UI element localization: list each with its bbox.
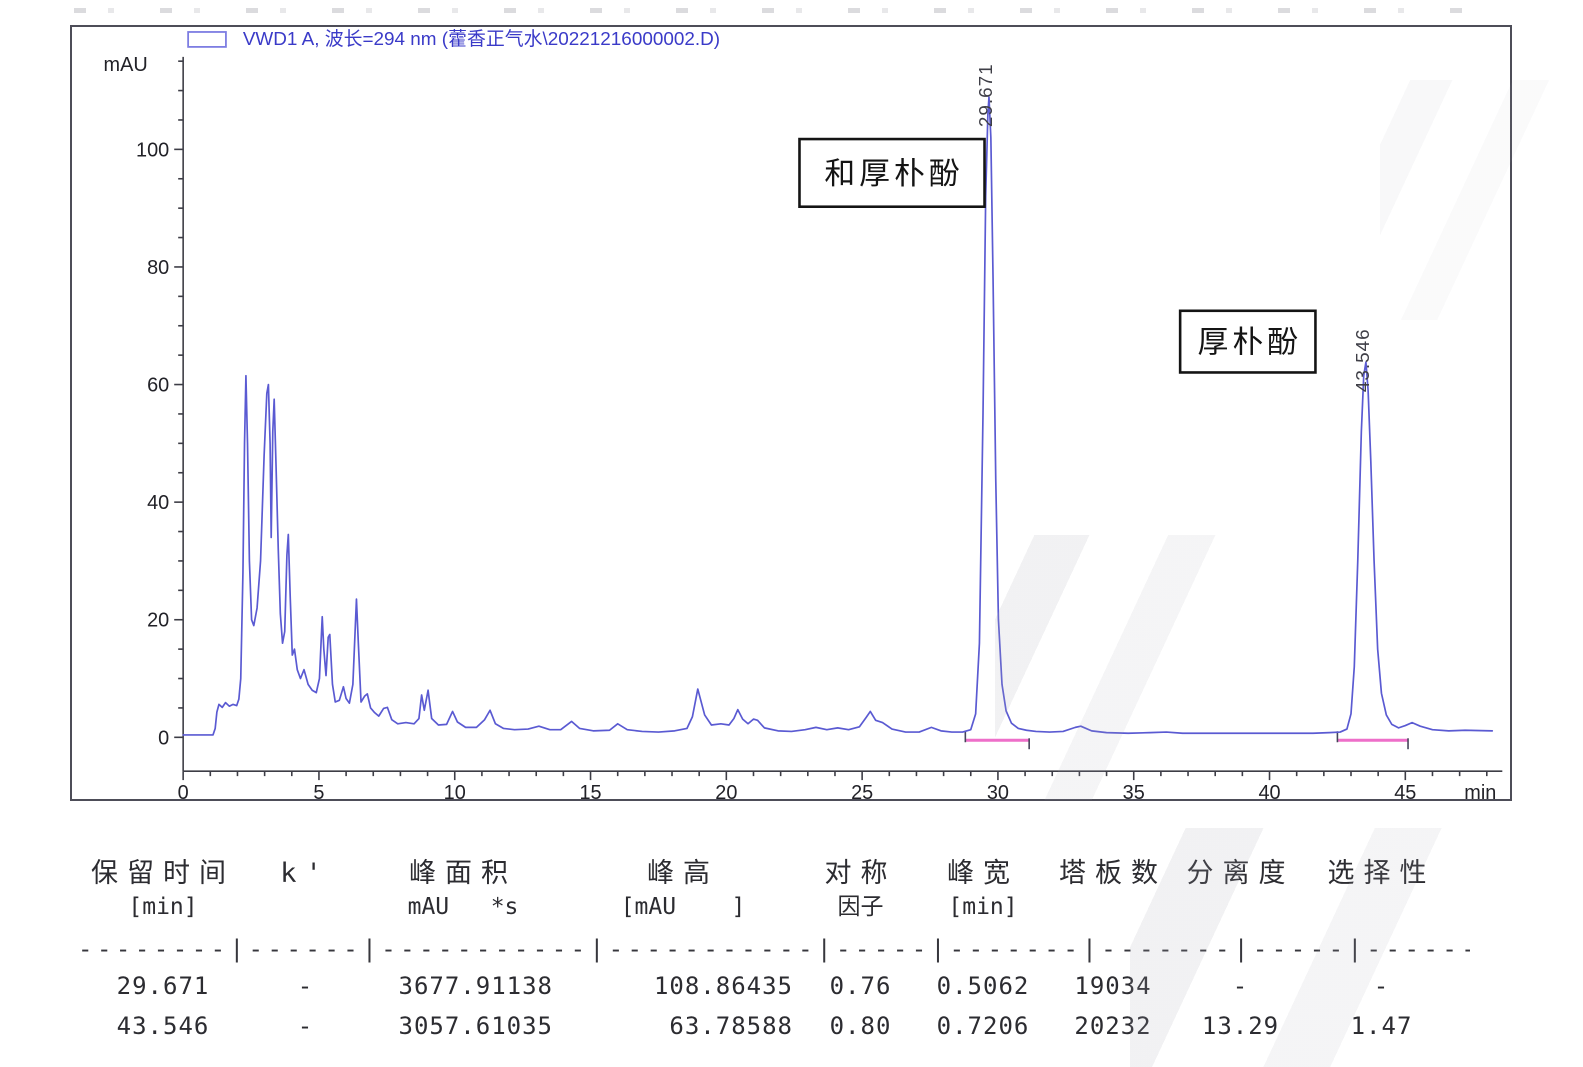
peak-annotation-box [798, 137, 986, 209]
peak-annotation-label: 厚朴酚 [1198, 325, 1302, 360]
col-header-selectivity: 选择性 [1327, 858, 1436, 889]
y-tick-label: 0 [158, 727, 169, 749]
col-header-resolution: 分离度 [1186, 858, 1295, 889]
y-tick-label: 80 [147, 257, 169, 279]
peak-rt-label: 29.671 [976, 63, 997, 127]
cell-retention-time: 29.671 [116, 972, 210, 1000]
cell-plate-number: 19034 [1074, 972, 1152, 1000]
legend-label: VWD1 A, 波长=294 nm (藿香正气水\20221216000002.… [243, 28, 720, 50]
x-tick-label: 40 [1258, 782, 1280, 799]
cell-k-prime: - [297, 972, 314, 1000]
x-tick-label: 20 [715, 782, 737, 799]
peak-results-table: 保留时间 [min] k' 峰面积 mAU *s 峰高 [mAU ] 对称 因子… [78, 856, 1470, 1044]
chromatogram-trace [182, 96, 1494, 736]
cell-peak-area: 3057.61035 [398, 1012, 553, 1040]
x-tick-label: 45 [1394, 782, 1416, 799]
cell-symmetry-factor: 0.76 [829, 972, 892, 1000]
x-tick-label: 25 [851, 782, 873, 799]
cell-symmetry-factor: 0.80 [829, 1012, 892, 1040]
chromatogram-plot: 0 5 10 15 20 25 30 35 40 45 min 0 20 40 60 80 100 mAU VWD1… [104, 28, 1503, 799]
col-header-k-prime: k' [280, 858, 331, 889]
x-tick-label: 15 [579, 782, 601, 799]
y-tick-label: 20 [147, 610, 169, 632]
col-header-symmetry-factor: 对称 因子 [824, 858, 897, 920]
peak-annotation-label: 和厚朴酚 [824, 156, 963, 191]
cropped-text-strip [74, 8, 1478, 13]
col-header-retention-time: 保留时间 [min] [91, 858, 235, 920]
x-tick-label: 30 [987, 782, 1009, 799]
cell-peak-width: 0.5062 [936, 972, 1030, 1000]
x-tick-label: 5 [313, 782, 324, 799]
x-tick-label: 10 [444, 782, 466, 799]
y-tick-label: 40 [147, 492, 169, 514]
table-header-row: 保留时间 [min] k' 峰面积 mAU *s 峰高 [mAU ] 对称 因子… [78, 856, 1470, 924]
cell-plate-number: 20232 [1074, 1012, 1152, 1040]
cell-peak-height: 63.78588 [669, 1012, 793, 1040]
y-tick-label: 60 [147, 375, 169, 397]
cell-resolution: 13.29 [1201, 1012, 1280, 1040]
col-header-peak-width: 峰宽 [min] [947, 858, 1019, 920]
y-tick-label: 100 [136, 139, 169, 161]
cell-selectivity: - [1373, 972, 1390, 1000]
x-tick-label: 0 [178, 782, 189, 799]
cell-peak-width: 0.7206 [936, 1012, 1030, 1040]
table-row-peak-1: 29.671 - 3677.91138 108.86435 0.76 0.506… [78, 968, 1470, 1004]
legend-checkbox[interactable] [187, 31, 227, 48]
cell-retention-time: 43.546 [116, 1012, 210, 1040]
peak-annotation-box [1178, 309, 1317, 374]
cell-selectivity: 1.47 [1350, 1012, 1413, 1040]
x-tick-label: 35 [1123, 782, 1145, 799]
cell-k-prime: - [297, 1012, 314, 1040]
cell-peak-height: 108.86435 [653, 972, 793, 1000]
col-header-peak-area: 峰面积 mAU *s [407, 858, 519, 920]
cell-peak-area: 3677.91138 [398, 972, 553, 1000]
table-row-peak-2: 43.546 - 3057.61035 63.78588 0.80 0.7206… [78, 1008, 1470, 1044]
y-axis-unit: mAU [104, 54, 148, 76]
peak-rt-label: 43.546 [1353, 328, 1374, 392]
col-header-peak-height: 峰高 [mAU ] [620, 858, 746, 920]
col-header-plate-number: 塔板数 [1059, 858, 1167, 889]
x-axis-unit: min [1464, 782, 1496, 799]
cell-resolution: - [1232, 972, 1249, 1000]
table-separator: --------|------|-----------|-----------|… [78, 935, 1470, 963]
chromatogram-frame: 0 5 10 15 20 25 30 35 40 45 min 0 20 40 60 80 100 mAU VWD1… [70, 25, 1512, 801]
